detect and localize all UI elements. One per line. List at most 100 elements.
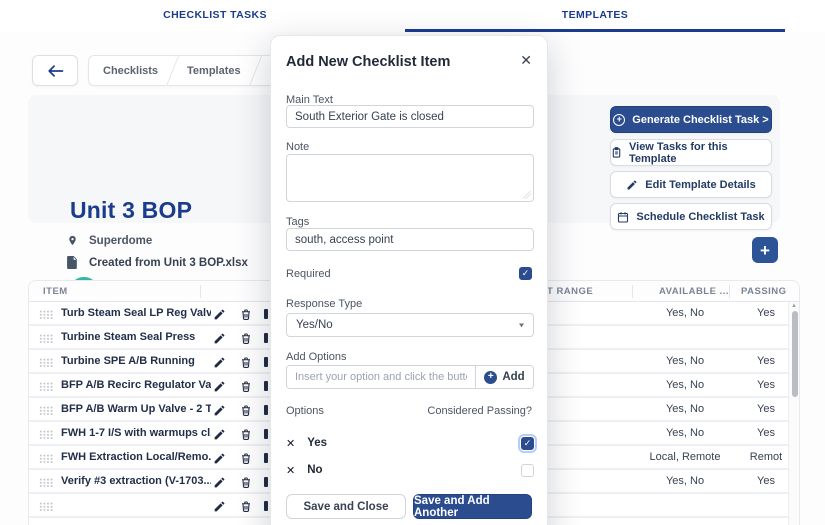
main-text-input[interactable] xyxy=(286,105,534,128)
edit-icon[interactable] xyxy=(212,427,226,441)
more-icon[interactable] xyxy=(264,357,268,367)
edit-icon[interactable] xyxy=(212,307,226,321)
drag-handle-icon[interactable] xyxy=(39,358,53,367)
more-icon[interactable] xyxy=(264,333,268,343)
save-and-close-button[interactable]: Save and Close xyxy=(286,494,406,519)
pencil-icon xyxy=(626,179,638,191)
passing-checkbox-yes[interactable]: ✓ xyxy=(518,433,537,453)
passing-cell: Yes xyxy=(757,379,775,391)
add-checklist-item-modal: Add New Checklist Item ✕ Main Text Note … xyxy=(270,35,548,525)
available-cell: Yes, No xyxy=(665,403,705,415)
note-textarea[interactable] xyxy=(286,154,534,202)
chevron-down-icon: ▾ xyxy=(518,320,524,330)
delete-icon[interactable] xyxy=(239,427,253,441)
modal-title: Add New Checklist Item xyxy=(286,54,451,70)
delete-icon[interactable] xyxy=(239,451,253,465)
document-icon xyxy=(66,256,79,269)
option-input[interactable] xyxy=(287,366,475,388)
response-type-value: Yes/No xyxy=(296,319,333,331)
note-label: Note xyxy=(286,141,310,153)
item-name: BFP A/B Warm Up Valve - 2 T... xyxy=(61,403,211,415)
source-file-label: Created from Unit 3 BOP.xlsx xyxy=(89,256,248,269)
add-options-label: Add Options xyxy=(286,351,347,363)
available-cell: Yes, No xyxy=(665,307,705,319)
delete-icon[interactable] xyxy=(239,475,253,489)
option-name: Yes xyxy=(307,437,328,449)
drag-handle-icon[interactable] xyxy=(39,502,53,511)
passing-cell: Yes xyxy=(757,403,775,415)
edit-icon[interactable] xyxy=(212,499,226,513)
drag-handle-icon[interactable] xyxy=(39,382,53,391)
item-name: FWH 1-7 I/S with warmups cl... xyxy=(61,427,211,439)
edit-icon[interactable] xyxy=(212,331,226,345)
drag-handle-icon[interactable] xyxy=(39,310,53,319)
delete-icon[interactable] xyxy=(239,355,253,369)
options-label: Options xyxy=(286,405,324,417)
option-row-no: ✕ No xyxy=(286,462,534,478)
drag-handle-icon[interactable] xyxy=(39,478,53,487)
calendar-icon xyxy=(617,211,629,223)
more-icon[interactable] xyxy=(264,309,268,319)
edit-icon[interactable] xyxy=(212,379,226,393)
active-tab-underline xyxy=(405,29,785,32)
scroll-up-icon[interactable]: ▲ xyxy=(791,303,797,309)
close-icon[interactable]: ✕ xyxy=(520,52,532,68)
more-icon[interactable] xyxy=(264,429,268,439)
add-option-button[interactable]: + Add xyxy=(475,366,533,388)
delete-icon[interactable] xyxy=(239,379,253,393)
delete-icon[interactable] xyxy=(239,403,253,417)
response-type-select[interactable]: Yes/No ▾ xyxy=(286,313,534,337)
edit-icon[interactable] xyxy=(212,475,226,489)
tags-label: Tags xyxy=(286,216,310,228)
add-options-group: + Add xyxy=(286,365,534,389)
remove-option-icon[interactable]: ✕ xyxy=(286,464,296,477)
top-tab-bar: CHECKLIST TASKS TEMPLATES xyxy=(0,0,825,32)
item-name: FWH Extraction Local/Remo... xyxy=(61,451,211,463)
item-name: Turb Steam Seal LP Reg Valv... xyxy=(61,307,211,319)
save-and-add-another-button[interactable]: Save and Add Another xyxy=(413,494,532,519)
source-row: Created from Unit 3 BOP.xlsx xyxy=(66,256,248,269)
edit-template-button[interactable]: Edit Template Details xyxy=(610,171,772,198)
required-checkbox[interactable]: ✓ xyxy=(519,267,532,280)
breadcrumb-checklists[interactable]: Checklists xyxy=(103,64,159,77)
edit-icon[interactable] xyxy=(212,403,226,417)
delete-icon[interactable] xyxy=(239,499,253,513)
location-row: Superdome xyxy=(66,234,152,247)
drag-handle-icon[interactable] xyxy=(39,334,53,343)
view-tasks-button[interactable]: View Tasks for this Template xyxy=(610,139,772,166)
scrollbar-thumb[interactable] xyxy=(791,311,798,397)
breadcrumb-templates[interactable]: Templates xyxy=(187,64,241,77)
plus-circle-icon: + xyxy=(613,113,626,126)
considered-passing-label: Considered Passing? xyxy=(427,405,532,417)
drag-handle-icon[interactable] xyxy=(39,454,53,463)
more-icon[interactable] xyxy=(264,453,268,463)
add-item-button[interactable]: + xyxy=(752,237,778,263)
option-row-yes: ✕ Yes ✓ xyxy=(286,433,537,453)
option-name: No xyxy=(307,464,323,476)
more-icon[interactable] xyxy=(264,405,268,415)
col-range: T RANGE xyxy=(547,286,594,297)
tab-checklist-tasks[interactable]: CHECKLIST TASKS xyxy=(163,8,267,21)
more-icon[interactable] xyxy=(264,381,268,391)
edit-icon[interactable] xyxy=(212,355,226,369)
drag-handle-icon[interactable] xyxy=(39,406,53,415)
more-icon[interactable] xyxy=(264,501,268,511)
more-icon[interactable] xyxy=(264,477,268,487)
delete-icon[interactable] xyxy=(239,307,253,321)
passing-checkbox-no[interactable] xyxy=(521,463,534,477)
generate-checklist-task-button[interactable]: + Generate Checklist Task > xyxy=(610,106,772,133)
remove-option-icon[interactable]: ✕ xyxy=(286,437,296,450)
clipboard-icon xyxy=(611,146,622,159)
table-scrollbar[interactable]: ▲ xyxy=(788,302,799,525)
edit-icon[interactable] xyxy=(212,451,226,465)
main-text-label: Main Text xyxy=(286,94,333,106)
item-name: BFP A/B Recirc Regulator Va... xyxy=(61,379,211,391)
schedule-checklist-button[interactable]: Schedule Checklist Task xyxy=(610,203,772,230)
tab-templates[interactable]: TEMPLATES xyxy=(561,8,629,21)
delete-icon[interactable] xyxy=(239,331,253,345)
drag-handle-icon[interactable] xyxy=(39,430,53,439)
response-type-label: Response Type xyxy=(286,298,363,310)
passing-cell: Remot xyxy=(749,451,783,463)
back-button[interactable] xyxy=(32,55,78,86)
tags-input[interactable] xyxy=(286,228,534,251)
